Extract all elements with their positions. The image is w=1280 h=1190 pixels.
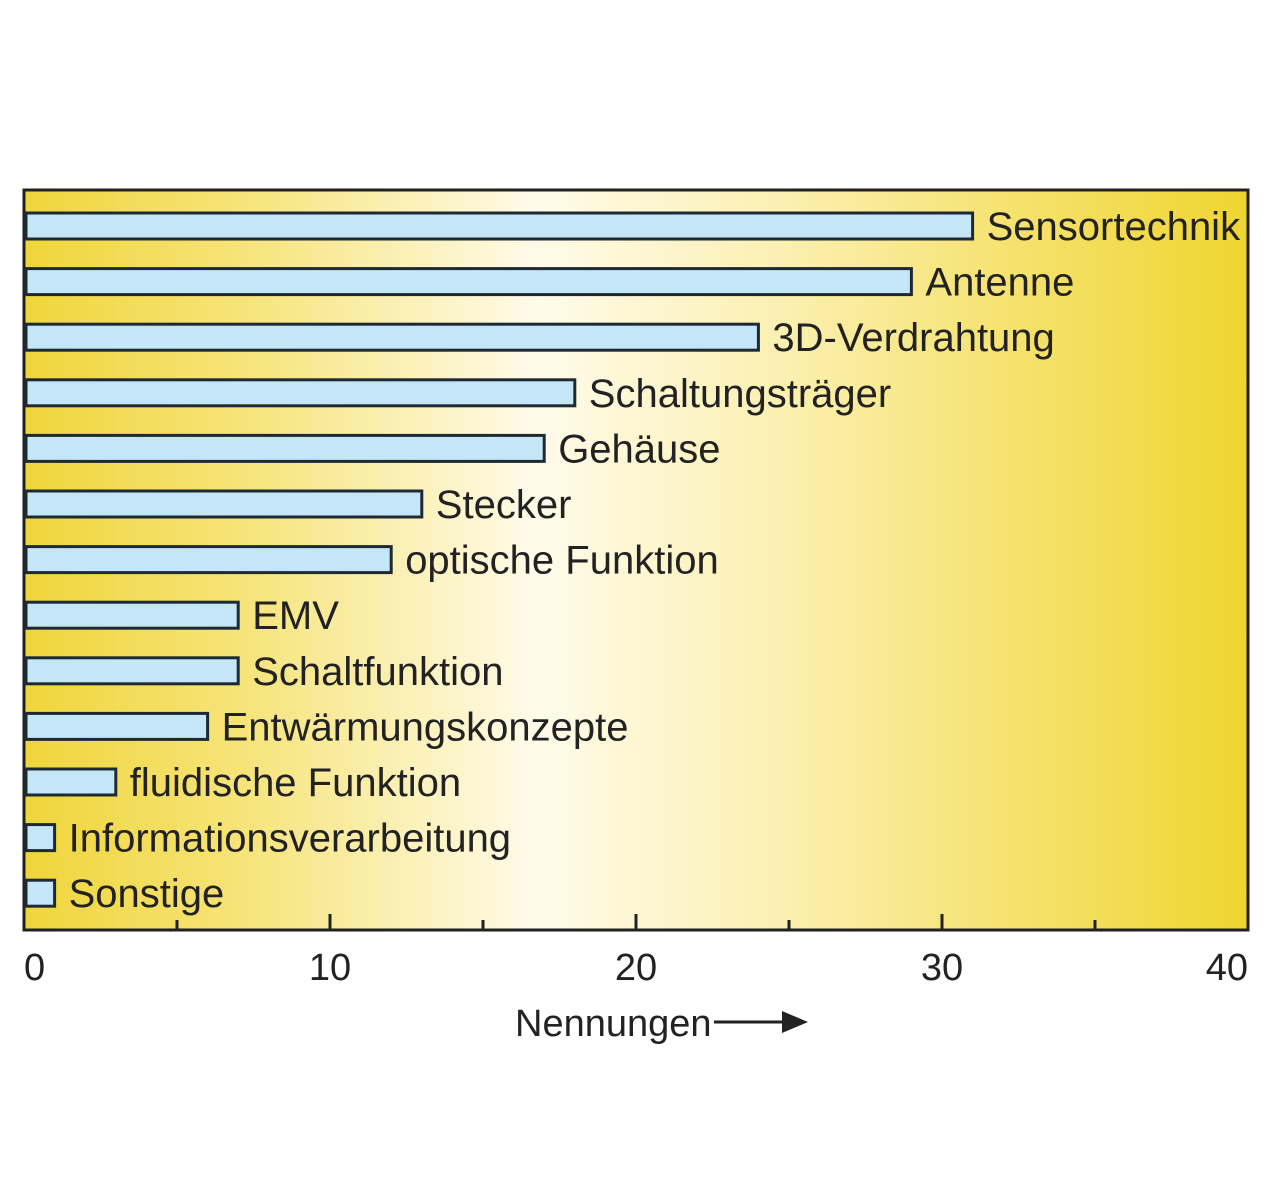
bar-4 — [24, 433, 546, 463]
bar-1 — [24, 267, 913, 297]
bar-label-2: 3D-Verdrahtung — [772, 316, 1054, 360]
bar-label-5: Stecker — [436, 483, 572, 527]
bar-12 — [24, 878, 57, 908]
bar-2 — [24, 322, 760, 352]
bar-label-3: Schaltungsträger — [589, 372, 891, 416]
bar-9 — [24, 711, 210, 741]
bar-label-7: EMV — [252, 594, 339, 638]
bar-label-10: fluidische Funktion — [130, 761, 461, 805]
bar-6 — [24, 545, 393, 575]
bar-label-11: Informationsverarbeitung — [69, 817, 511, 861]
bar-label-1: Antenne — [925, 261, 1074, 305]
bar-label-8: Schaltfunktion — [252, 650, 503, 694]
x-axis-title: Nennungen — [515, 1003, 712, 1045]
bar-0 — [24, 211, 975, 241]
bar-label-12: Sonstige — [69, 872, 225, 916]
bar-5 — [24, 489, 424, 519]
x-tick-label-2: 20 — [615, 947, 657, 989]
bar-label-9: Entwärmungskonzepte — [222, 705, 629, 749]
bar-label-0: Sensortechnik — [987, 205, 1241, 249]
bar-label-4: Gehäuse — [558, 427, 720, 471]
bar-7 — [24, 600, 240, 630]
bar-3 — [24, 378, 577, 408]
bar-11 — [24, 823, 57, 853]
x-tick-label-3: 30 — [921, 947, 963, 989]
x-tick-label-4: 40 — [1206, 947, 1248, 989]
bar-label-6: optische Funktion — [405, 539, 719, 583]
x-axis-arrow-icon — [714, 1011, 808, 1033]
x-tick-label-0: 0 — [24, 947, 45, 989]
bar-10 — [24, 767, 118, 797]
x-axis: 0 10 20 30 40 — [24, 914, 1248, 989]
bar-8 — [24, 656, 240, 686]
x-tick-label-1: 10 — [309, 947, 351, 989]
bars-layer: Sensortechnik Antenne 3D-Verdrahtung Schalt… — [24, 205, 1241, 916]
